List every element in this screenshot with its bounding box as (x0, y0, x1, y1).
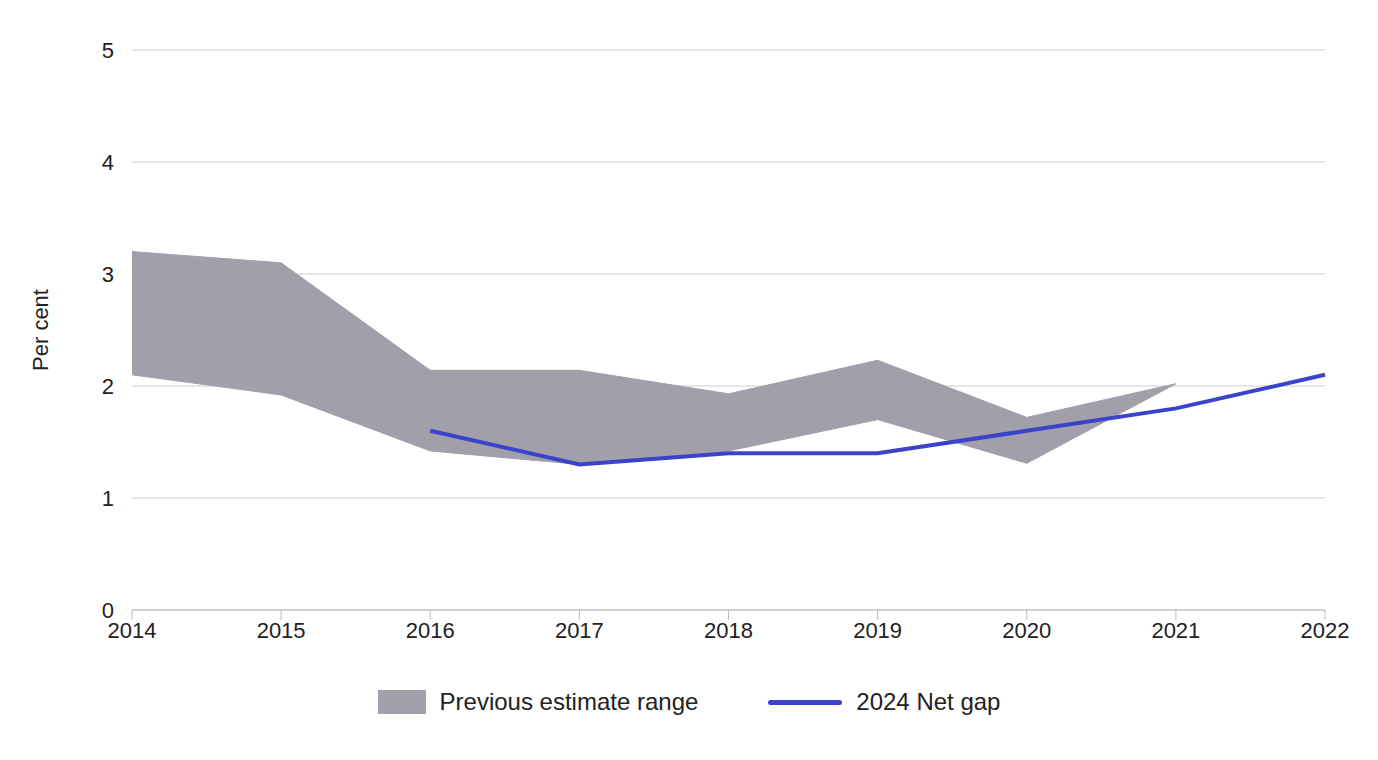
svg-text:2020: 2020 (1002, 618, 1051, 643)
html-text:2024 Net gap: 2024 Net gap (856, 688, 1001, 715)
svg-text:2019: 2019 (853, 618, 902, 643)
svg-text:2018: 2018 (704, 618, 753, 643)
svg-text:0: 0 (102, 598, 114, 623)
svg-text:2014: 2014 (108, 618, 157, 643)
svg-text:2015: 2015 (257, 618, 306, 643)
svg-text:2022: 2022 (1301, 618, 1350, 643)
svg-text:2: 2 (102, 374, 114, 399)
html-text:Previous estimate range: Previous estimate range (439, 688, 699, 715)
svg-text:2017: 2017 (555, 618, 604, 643)
svg-text:3: 3 (102, 262, 114, 287)
svg-text:2021: 2021 (1151, 618, 1200, 643)
svg-text:1: 1 (102, 486, 114, 511)
svg-text:5: 5 (102, 38, 114, 63)
svg-text:4: 4 (102, 150, 114, 175)
svg-text:2016: 2016 (406, 618, 455, 643)
svg-text:Per cent: Per cent (28, 289, 53, 371)
